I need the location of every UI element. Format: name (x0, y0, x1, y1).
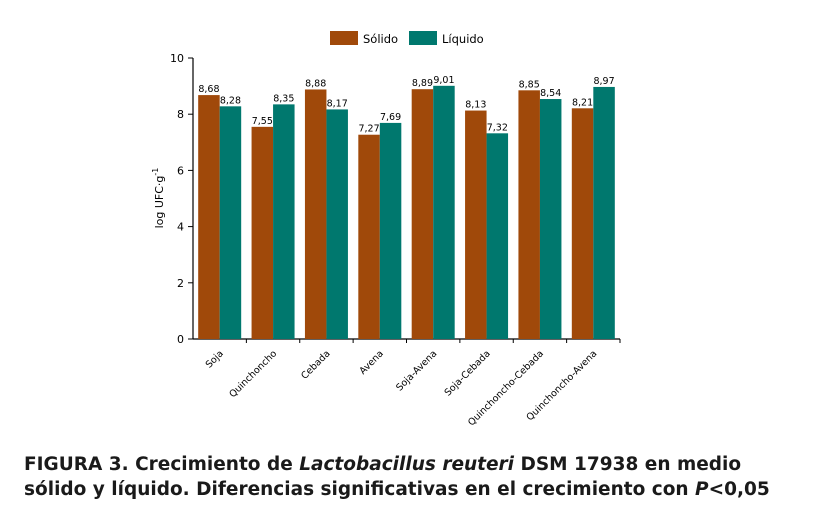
chart-x-tick-labels: Soja Quinchoncho Cebada Avena Soja-Avena Soja… (204, 348, 600, 428)
data-label: 7,69 (380, 112, 401, 123)
data-label: 7,27 (358, 124, 379, 135)
x-tick-label: Avena (357, 348, 385, 376)
data-label: 8,85 (519, 79, 540, 90)
bar-liquido-2 (326, 109, 348, 339)
chart-legend: Sólido Líquido (330, 31, 484, 46)
y-tick-label: 10 (170, 52, 184, 65)
data-label: 9,01 (433, 75, 454, 86)
data-label: 8,35 (273, 93, 294, 104)
y-tick-label: 4 (177, 221, 184, 234)
caption-p-symbol: P (695, 479, 709, 500)
bar-liquido-5 (486, 133, 509, 339)
data-label: 8,13 (465, 100, 486, 111)
x-tick-label: Soja (204, 348, 226, 370)
data-label: 8,17 (327, 98, 348, 109)
bar-solido-6 (518, 90, 540, 339)
data-label: 8,21 (572, 97, 593, 108)
y-axis-title-main: log UFC·g (153, 176, 166, 229)
legend-swatch (330, 31, 358, 45)
legend-label: Líquido (442, 32, 484, 46)
data-label: 8,97 (593, 76, 614, 87)
y-axis-title: log UFC·g-1 (151, 168, 166, 229)
bar-liquido-0 (219, 106, 242, 339)
y-tick-label: 6 (177, 164, 184, 177)
bar-liquido-4 (433, 85, 455, 339)
legend-label: Sólido (363, 32, 398, 46)
x-tick-label: Quinchoncho (227, 348, 279, 400)
data-label: 7,32 (487, 122, 508, 133)
bar-solido-3 (358, 134, 380, 339)
bar-solido-4 (411, 89, 434, 339)
caption-prefix: FIGURA 3. Crecimiento de (24, 454, 300, 475)
data-label: 8,68 (198, 84, 219, 95)
bar-liquido-7 (593, 86, 615, 340)
y-tick-label: 0 (177, 333, 184, 346)
data-label: 8,89 (412, 78, 433, 89)
caption-threshold: <0,05 (708, 479, 770, 500)
chart-bars (198, 85, 615, 340)
figure-caption: FIGURA 3. Crecimiento de Lactobacillus r… (24, 452, 804, 502)
chart-value-labels: 8,688,28 7,55 8,35 8,888,17 7,277,69 8,89 9,01… (198, 75, 614, 135)
x-tick-label: Soja-Cebada (443, 348, 493, 398)
bar-solido-7 (571, 108, 594, 339)
y-tick-label: 8 (177, 108, 184, 121)
bar-liquido-6 (539, 99, 562, 339)
y-axis-title-superscript: -1 (151, 168, 160, 176)
bar-liquido-1 (273, 104, 295, 340)
bar-solido-0 (198, 95, 220, 339)
caption-middle: DSM 17938 en medio sólido y líquido. Dif… (24, 454, 742, 500)
y-tick-label: 2 (177, 277, 184, 290)
legend-swatch (409, 31, 437, 45)
data-label: 8,54 (540, 88, 561, 99)
x-tick-label: Soja-Avena (394, 348, 439, 393)
x-tick-label: Cebada (299, 348, 332, 381)
data-label: 8,28 (220, 95, 241, 106)
caption-species: Lactobacillus reuteri (299, 454, 515, 475)
bar-solido-5 (465, 110, 487, 339)
bar-liquido-3 (379, 122, 402, 339)
data-label: 7,55 (252, 116, 273, 127)
bar-solido-2 (304, 89, 327, 339)
data-label: 8,88 (305, 78, 326, 89)
bar-solido-1 (251, 126, 274, 339)
